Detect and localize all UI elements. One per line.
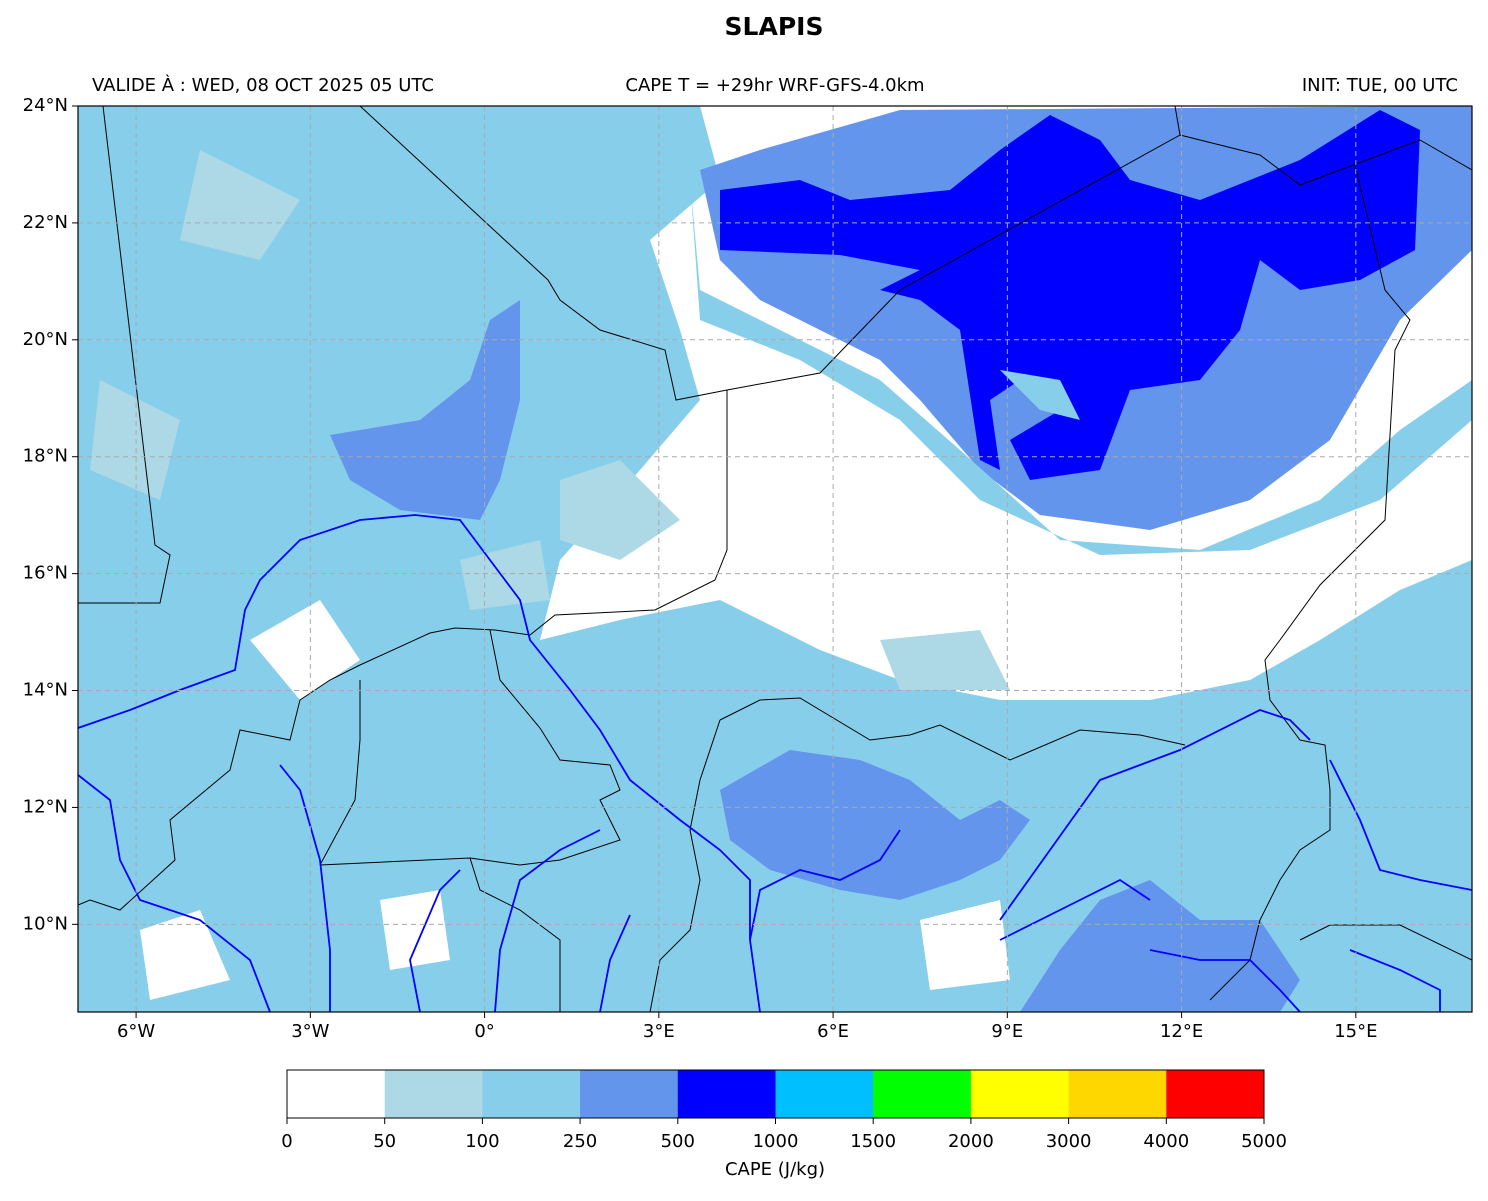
colorbar-tick-label: 5000 [1241, 1131, 1287, 1152]
colorbar-tick-label: 100 [465, 1131, 499, 1152]
colorbar: 0 50 100 250 500 1000 1500 2000 3000 4000 5000 [281, 1069, 1287, 1152]
y-tick-label: 22°N [23, 212, 68, 233]
colorbar-segment [970, 1070, 1070, 1118]
colorbar-segment [873, 1070, 972, 1118]
x-tick-label: 3°E [643, 1021, 675, 1042]
x-tick-label: 0° [474, 1021, 494, 1042]
colorbar-tick-label: 1000 [753, 1131, 799, 1152]
colorbar-segment [1068, 1070, 1167, 1118]
map-frame [77, 105, 1473, 1013]
colorbar-tick-label: 250 [563, 1131, 597, 1152]
colorbar-label: CAPE (J/kg) [725, 1159, 825, 1180]
x-tick-label: 6°E [817, 1021, 849, 1042]
init-time: INIT: TUE, 00 UTC [1302, 75, 1458, 96]
colorbar-tick-label: 500 [661, 1131, 695, 1152]
colorbar-tick-label: 0 [281, 1131, 292, 1152]
map-field [78, 106, 1472, 1012]
colorbar-segment [580, 1070, 679, 1118]
y-tick-label: 20°N [23, 329, 68, 350]
x-tick-label: 6°W [117, 1021, 155, 1042]
map-title: SLAPIS [725, 12, 824, 41]
colorbar-tick-label: 1500 [850, 1131, 896, 1152]
colorbar-segment [775, 1070, 874, 1118]
forecast-info: CAPE T = +29hr WRF-GFS-4.0km [625, 75, 924, 96]
colorbar-tick-label: 2000 [948, 1131, 994, 1152]
y-tick-label: 16°N [23, 563, 68, 584]
y-tick-label: 18°N [23, 446, 68, 467]
colorbar-segment [384, 1070, 483, 1118]
colorbar-tick-label: 3000 [1046, 1131, 1092, 1152]
colorbar-tick-label: 50 [373, 1131, 396, 1152]
colorbar-segment [482, 1070, 581, 1118]
y-tick-label: 24°N [23, 95, 68, 116]
x-tick-label: 3°W [291, 1021, 329, 1042]
x-tick-label: 15°E [1334, 1021, 1377, 1042]
y-tick-label: 10°N [23, 913, 68, 934]
y-tick-label: 12°N [23, 796, 68, 817]
colorbar-segment [677, 1070, 776, 1118]
y-tick-label: 14°N [23, 680, 68, 701]
x-tick-label: 12°E [1160, 1021, 1203, 1042]
colorbar-segment [1166, 1070, 1265, 1118]
valid-time: VALIDE À : WED, 08 OCT 2025 05 UTC [92, 74, 434, 96]
colorbar-segment [287, 1070, 386, 1118]
colorbar-tick-label: 4000 [1143, 1131, 1189, 1152]
x-tick-label: 9°E [991, 1021, 1023, 1042]
